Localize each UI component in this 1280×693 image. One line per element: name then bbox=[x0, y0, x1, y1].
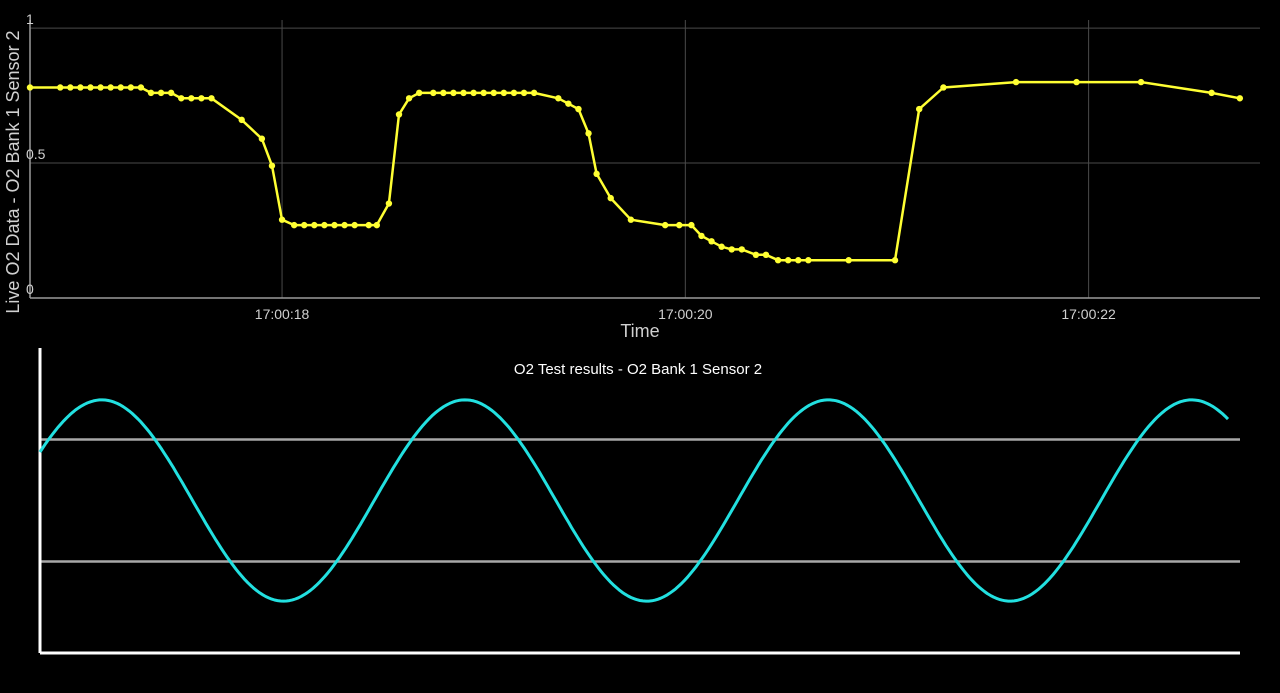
data-point bbox=[373, 221, 381, 229]
data-point bbox=[127, 84, 135, 91]
data-point bbox=[774, 257, 782, 264]
data-point bbox=[891, 257, 899, 264]
data-point bbox=[405, 95, 413, 102]
data-point bbox=[607, 194, 614, 202]
data-point bbox=[67, 84, 74, 91]
data-point bbox=[575, 105, 582, 113]
data-point bbox=[87, 84, 94, 91]
data-point bbox=[331, 221, 338, 229]
data-point bbox=[688, 221, 695, 229]
data-point bbox=[290, 221, 298, 229]
data-point bbox=[916, 105, 923, 113]
data-point bbox=[555, 95, 562, 102]
data-point bbox=[460, 89, 467, 97]
data-point bbox=[26, 84, 34, 91]
data-point bbox=[845, 257, 852, 264]
data-point bbox=[718, 243, 725, 250]
data-point bbox=[1137, 78, 1145, 86]
data-point bbox=[440, 89, 447, 97]
x-tick-label: 17:00:18 bbox=[255, 306, 310, 322]
data-point bbox=[268, 162, 276, 169]
x-axis-title: Time bbox=[620, 321, 659, 340]
data-point bbox=[430, 89, 437, 97]
data-point bbox=[593, 170, 600, 178]
data-point bbox=[385, 200, 393, 207]
data-point bbox=[530, 89, 538, 97]
data-point bbox=[238, 116, 245, 124]
data-point bbox=[450, 89, 457, 97]
data-point bbox=[77, 84, 84, 91]
data-point bbox=[395, 111, 403, 118]
data-point bbox=[805, 257, 812, 264]
data-point bbox=[258, 135, 266, 142]
data-point bbox=[178, 95, 185, 102]
series-line bbox=[30, 80, 1241, 262]
data-point bbox=[585, 130, 592, 137]
data-point bbox=[301, 221, 308, 229]
data-point bbox=[157, 89, 165, 97]
y-tick-label: 0.5 bbox=[26, 146, 46, 162]
data-point bbox=[57, 84, 64, 91]
x-tick-label: 17:00:20 bbox=[658, 306, 713, 322]
data-point bbox=[728, 246, 735, 253]
data-point bbox=[278, 216, 286, 223]
data-point bbox=[698, 232, 705, 240]
chart-grid bbox=[30, 20, 1260, 298]
chart-axes bbox=[38, 348, 1240, 655]
data-point bbox=[1073, 78, 1080, 86]
data-point bbox=[500, 89, 508, 97]
data-point bbox=[321, 221, 328, 229]
y-axis-title: Live O2 Data - O2 Bank 1 Sensor 2 bbox=[3, 30, 23, 313]
y-tick-label: 1 bbox=[26, 11, 34, 27]
waveform-line bbox=[38, 398, 1230, 603]
o2-test-results-chart: O2 Test results - O2 Bank 1 Sensor 2 bbox=[38, 348, 1240, 655]
data-point bbox=[762, 251, 770, 259]
data-point bbox=[97, 84, 104, 91]
data-point bbox=[752, 251, 760, 259]
data-point bbox=[137, 84, 145, 91]
data-point bbox=[311, 221, 318, 229]
y-tick-label: 0 bbox=[26, 281, 34, 297]
series-test-waveform bbox=[38, 398, 1230, 603]
tick-labels: 0 0.5 1 17:00:18 17:00:20 17:00:22 bbox=[26, 11, 1116, 322]
data-point bbox=[510, 89, 518, 97]
series-o2-sensor bbox=[26, 78, 1244, 264]
data-point bbox=[565, 100, 572, 107]
live-o2-chart: 0 0.5 1 17:00:18 17:00:20 17:00:22 Time Live … bbox=[3, 11, 1260, 340]
data-point bbox=[147, 89, 155, 97]
data-point bbox=[738, 246, 745, 253]
data-point bbox=[188, 95, 195, 102]
data-point bbox=[676, 221, 683, 229]
data-point bbox=[490, 89, 497, 97]
data-point bbox=[415, 89, 423, 97]
data-point bbox=[627, 216, 635, 223]
data-point bbox=[520, 89, 528, 97]
data-point bbox=[365, 221, 372, 229]
reference-lines bbox=[40, 438, 1240, 563]
data-point bbox=[480, 89, 487, 97]
data-point bbox=[784, 257, 792, 264]
data-point bbox=[1012, 78, 1020, 86]
chart-axes bbox=[29, 20, 1260, 299]
data-point bbox=[1236, 95, 1244, 102]
data-point bbox=[470, 89, 477, 97]
data-point bbox=[708, 238, 715, 245]
data-point bbox=[208, 95, 215, 102]
data-point bbox=[167, 89, 175, 97]
data-point bbox=[107, 84, 114, 91]
data-point bbox=[661, 221, 669, 229]
x-tick-label: 17:00:22 bbox=[1061, 306, 1116, 322]
data-point bbox=[940, 84, 947, 91]
data-point bbox=[795, 257, 802, 264]
chart-title: O2 Test results - O2 Bank 1 Sensor 2 bbox=[514, 361, 762, 378]
data-point bbox=[198, 95, 205, 102]
data-point bbox=[341, 221, 348, 229]
data-point bbox=[351, 221, 358, 229]
data-point bbox=[117, 84, 124, 91]
data-point bbox=[1208, 89, 1215, 97]
